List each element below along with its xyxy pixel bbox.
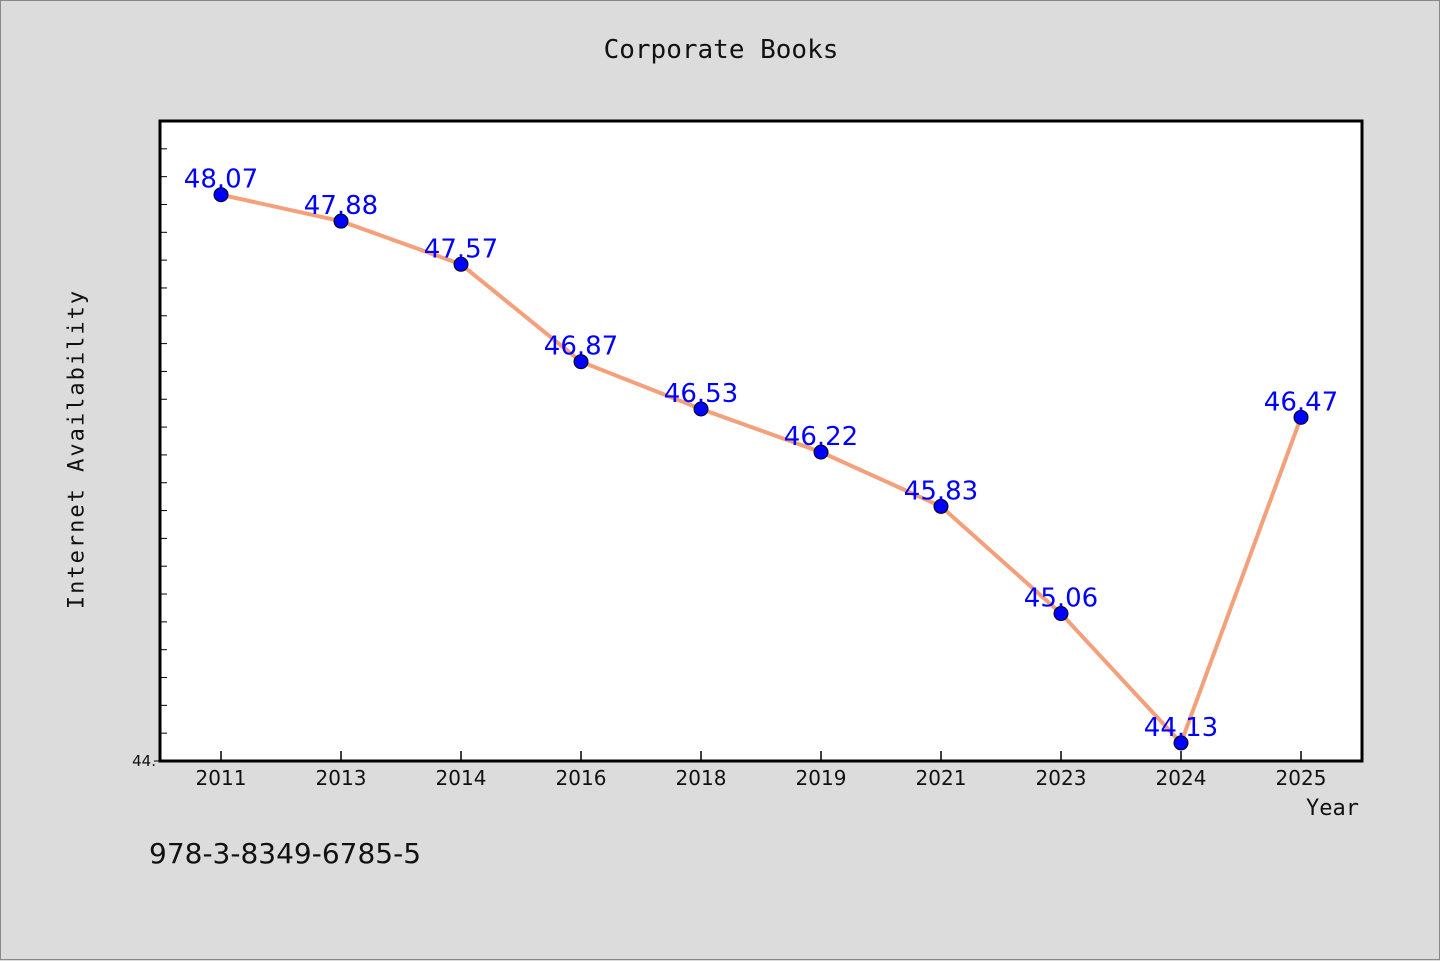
data-point [1173,735,1189,751]
data-point [813,444,829,460]
y-tick-label: 44. [132,752,156,770]
x-tick-label: 2016 [556,766,607,790]
series-line [220,192,1303,745]
chart-title: Corporate Books [603,35,839,65]
data-label: 46.87 [544,332,618,362]
x-tick-label: 2023 [1036,766,1087,790]
data-label: 46.22 [784,422,858,452]
data-point [1293,409,1309,425]
data-point [213,187,229,203]
data-point [693,401,709,417]
data-label: 47.57 [424,234,498,264]
data-label: 45.06 [1024,584,1098,614]
data-label: 47.88 [304,191,378,221]
x-tick-label: 2025 [1276,766,1327,790]
footer-code: 978-3-8349-6785-5 [149,837,422,870]
data-label: 44.13 [1144,713,1218,743]
data-point [933,498,949,514]
data-point [573,354,589,370]
x-tick-label: 2014 [436,766,487,790]
x-tick-label: 2018 [676,766,727,790]
data-label: 48.07 [184,165,258,195]
x-axis-label: Year [1306,796,1359,821]
x-tick-label: 2011 [196,766,247,790]
data-label: 46.53 [664,379,738,409]
data-label: 46.47 [1264,387,1338,417]
x-tick-label: 2021 [916,766,967,790]
data-point [333,213,349,229]
data-label: 45.83 [904,476,978,506]
data-point [1053,606,1069,622]
x-tick-label: 2019 [796,766,847,790]
x-tick-label: 2024 [1156,766,1207,790]
data-point [453,256,469,272]
x-tick-label: 2013 [316,766,367,790]
